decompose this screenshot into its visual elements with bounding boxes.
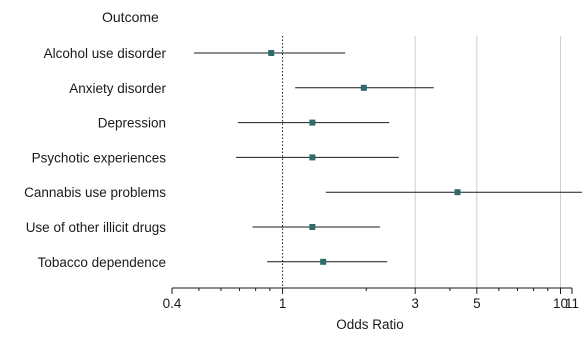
outcome-label: Tobacco dependence: [38, 255, 166, 270]
odds-ratio-marker: [309, 119, 316, 126]
odds-ratio-marker: [268, 50, 275, 56]
outcome-label: Use of other illicit drugs: [26, 220, 167, 235]
x-tick-label: 3: [411, 296, 419, 311]
odds-ratio-marker: [309, 154, 316, 161]
outcome-label: Depression: [98, 116, 166, 131]
x-tick-label: 5: [473, 296, 481, 311]
x-tick-label: 11: [565, 296, 579, 311]
outcome-rows: Alcohol use disorder Anxiety disorder Depr…: [24, 46, 582, 270]
outcome-label: Psychotic experiences: [32, 150, 167, 165]
odds-ratio-marker: [360, 84, 367, 91]
outcome-label: Anxiety disorder: [69, 81, 166, 96]
odds-ratio-marker: [320, 258, 327, 265]
odds-ratio-marker: [309, 224, 316, 230]
x-tick-label: 10: [553, 296, 568, 311]
outcome-label: Cannabis use problems: [24, 185, 166, 200]
x-tick-label: 1: [279, 296, 287, 311]
odds-ratio-marker: [454, 189, 461, 196]
outcome-column-header: Outcome: [102, 9, 159, 25]
x-tick-label: 0.4: [163, 296, 182, 311]
x-axis-title: Odds Ratio: [336, 317, 404, 332]
gridlines: [414, 36, 561, 288]
outcome-label: Alcohol use disorder: [44, 46, 167, 61]
